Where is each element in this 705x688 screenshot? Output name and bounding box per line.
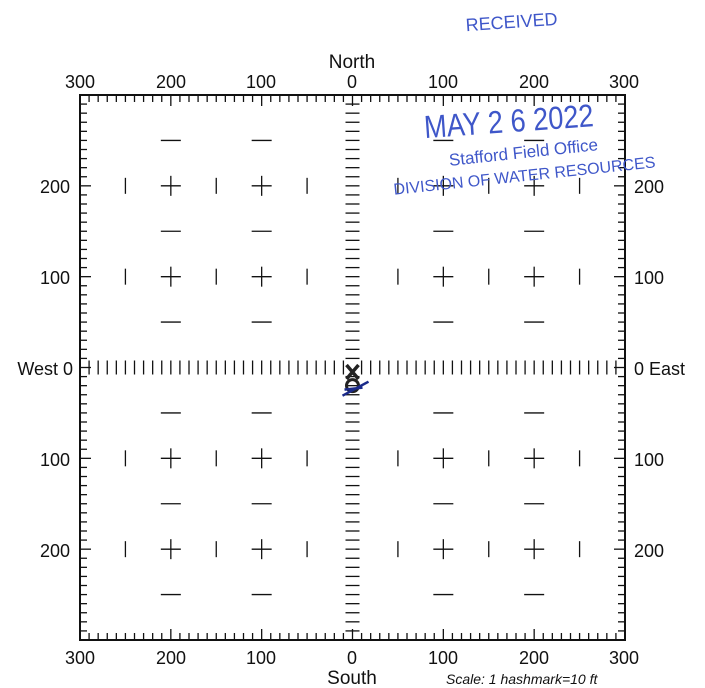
left-axis-labels: 200 100 100 200 [40,177,70,561]
south-label: South [327,668,377,688]
grid-marks [80,95,625,640]
right-axis-labels: 200 100 100 200 [634,177,664,561]
received-stamp: RECEIVED MAY 2 6 2022 Stafford Field Off… [393,9,656,199]
north-label: North [329,52,375,73]
bottom-tick-label: 300 [609,648,639,668]
bottom-tick-label: 200 [519,648,549,668]
right-tick-label: 200 [634,541,664,561]
left-tick-label: 100 [40,268,70,288]
top-tick-label: 200 [156,72,186,92]
top-tick-label: 300 [609,72,639,92]
right-tick-label: 100 [634,450,664,470]
left-tick-label: 200 [40,541,70,561]
top-tick-label: 0 [347,72,357,92]
bottom-tick-label: 300 [65,648,95,668]
top-tick-label: 100 [246,72,276,92]
bottom-axis-labels: 300 200 100 0 100 200 300 [65,648,639,668]
right-tick-label: 200 [634,177,664,197]
ink-scribble-mark [341,380,370,397]
west-label: West 0 [17,359,73,379]
bottom-tick-label: 100 [246,648,276,668]
well-location-markers [341,363,370,397]
top-axis-labels: 300 200 100 0 100 200 300 [65,72,639,92]
scale-note: Scale: 1 hashmark=10 ft [446,671,598,687]
east-label: 0 East [634,359,685,379]
x-marker [345,363,360,381]
top-tick-label: 100 [428,72,458,92]
left-tick-label: 100 [40,450,70,470]
grid-frame [79,94,626,641]
bottom-tick-label: 100 [428,648,458,668]
bottom-tick-label: 0 [347,648,357,668]
stamp-received: RECEIVED [465,9,558,35]
top-tick-label: 300 [65,72,95,92]
right-tick-label: 100 [634,268,664,288]
top-tick-label: 200 [519,72,549,92]
bottom-tick-label: 200 [156,648,186,668]
left-tick-label: 200 [40,177,70,197]
